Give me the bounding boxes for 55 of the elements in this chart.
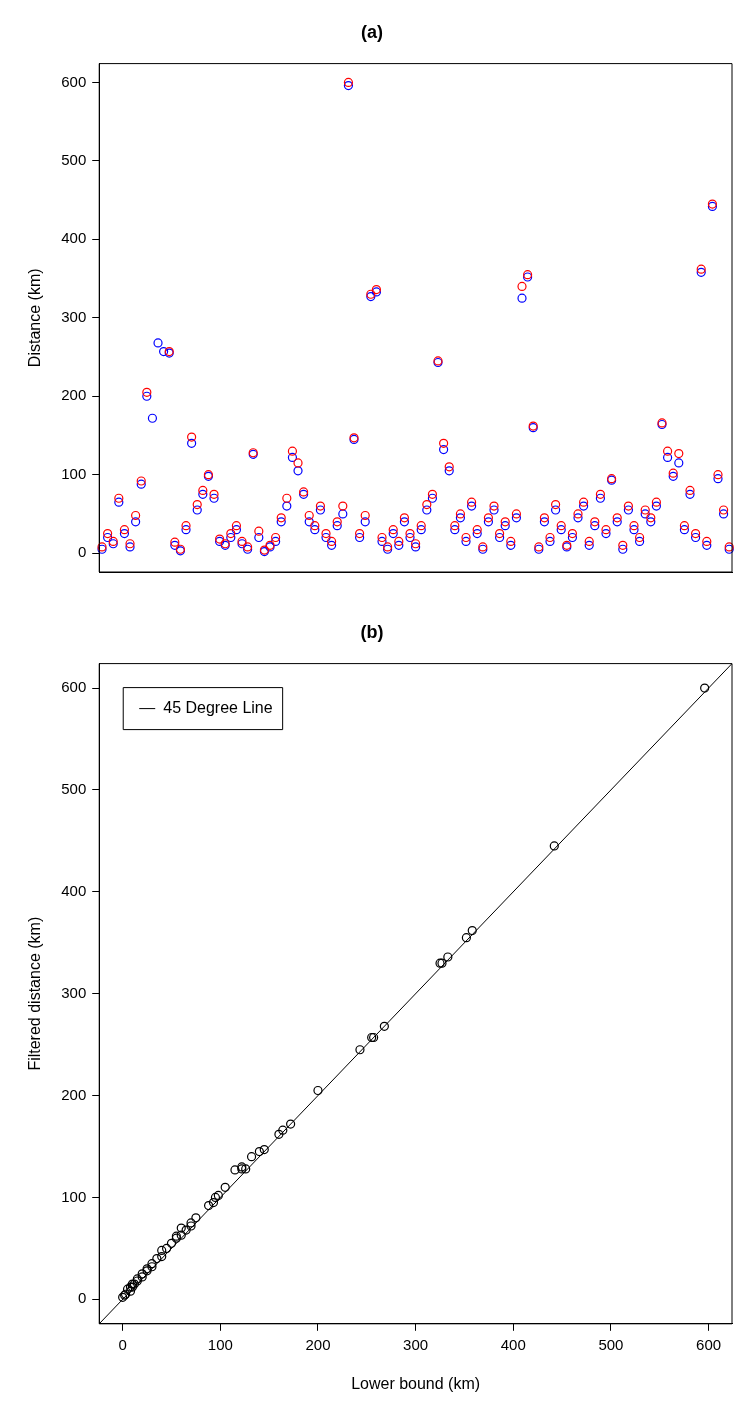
point <box>274 1129 284 1139</box>
point <box>254 1147 264 1157</box>
point <box>278 1125 288 1135</box>
y-tick-label: 100 <box>61 464 87 482</box>
y-tick-label: 600 <box>61 678 87 696</box>
point <box>157 1245 167 1256</box>
y-tick-label: 600 <box>61 72 87 90</box>
point <box>176 1223 186 1233</box>
x-tick-label: 300 <box>403 1335 429 1353</box>
y-tick-label: 0 <box>77 1289 87 1307</box>
point <box>700 683 710 693</box>
point <box>176 1230 186 1240</box>
y-tick-label: 400 <box>61 881 87 899</box>
point <box>313 1085 323 1096</box>
point <box>204 1201 214 1211</box>
point <box>286 1119 296 1129</box>
x-tick-label: 200 <box>305 1335 331 1353</box>
point <box>220 1182 230 1192</box>
x-tick-label: 0 <box>118 1335 127 1353</box>
y-axis-title: Filtered distance (km) <box>26 916 44 1071</box>
point <box>355 1045 365 1055</box>
y-axis-title: Distance (km) <box>26 268 44 368</box>
y-tick-label: 400 <box>61 229 87 247</box>
y-tick-label: 300 <box>61 983 87 1001</box>
point <box>152 1254 162 1264</box>
point <box>230 1165 240 1175</box>
point <box>166 1238 177 1248</box>
y-tick-label: 200 <box>61 386 87 404</box>
point <box>181 1225 191 1235</box>
y-tick-label: 500 <box>61 780 87 798</box>
point <box>208 1197 219 1208</box>
legend-label: 45 Degree Line <box>163 699 273 717</box>
x-tick-label: 400 <box>500 1335 526 1353</box>
point <box>246 1152 257 1162</box>
y-tick-label: 300 <box>61 307 87 325</box>
y-tick-label: 200 <box>61 1085 87 1103</box>
x-tick-label: 100 <box>207 1335 233 1353</box>
x-axis-title: Lower bound (km) <box>351 1374 481 1392</box>
point <box>241 1164 251 1174</box>
point <box>379 1021 389 1031</box>
point <box>259 1144 269 1155</box>
chart-title: (b) <box>360 621 384 642</box>
point <box>162 1243 172 1254</box>
chart-title: (a) <box>361 21 383 42</box>
point <box>461 933 471 943</box>
point <box>443 952 453 962</box>
point <box>549 841 559 851</box>
x-tick-label: 600 <box>696 1335 722 1353</box>
point <box>157 1251 167 1262</box>
y-tick-label: 500 <box>61 151 87 169</box>
point <box>191 1213 201 1223</box>
y-tick-label: 0 <box>77 543 87 561</box>
x-tick-label: 500 <box>598 1335 624 1353</box>
y-tick-label: 100 <box>61 1187 87 1205</box>
point <box>467 925 477 936</box>
